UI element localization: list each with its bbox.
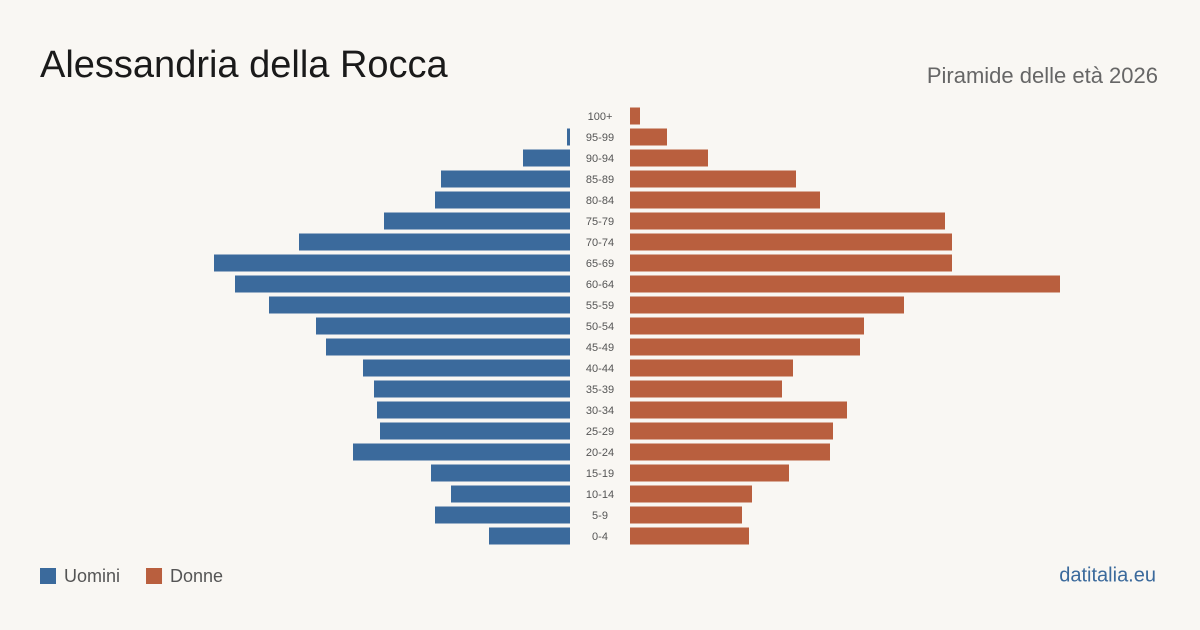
bar xyxy=(630,359,793,377)
age-label: 55-59 xyxy=(586,300,614,312)
legend-label: Donne xyxy=(170,566,223,586)
age-label: 5-9 xyxy=(592,510,608,522)
bar xyxy=(630,254,952,272)
bar xyxy=(214,254,570,272)
bar xyxy=(630,212,945,230)
bar xyxy=(630,401,847,419)
bar xyxy=(523,149,570,167)
bar xyxy=(353,443,570,461)
age-label: 95-99 xyxy=(586,132,614,144)
age-label: 0-4 xyxy=(592,531,608,543)
age-label: 100+ xyxy=(588,111,613,123)
bar xyxy=(630,464,789,482)
bar xyxy=(630,527,749,545)
bar xyxy=(316,317,570,335)
age-label: 70-74 xyxy=(586,237,614,249)
bar xyxy=(299,233,570,251)
bar xyxy=(630,170,796,188)
bar xyxy=(630,317,864,335)
bar xyxy=(567,128,570,146)
bar xyxy=(384,212,570,230)
age-label: 80-84 xyxy=(586,195,614,207)
age-label: 20-24 xyxy=(586,447,614,459)
age-label: 50-54 xyxy=(586,321,614,333)
bar xyxy=(630,191,820,209)
bar xyxy=(630,380,782,398)
bar xyxy=(235,275,570,293)
bar xyxy=(326,338,570,356)
legend-swatch xyxy=(146,568,163,584)
age-label: 75-79 xyxy=(586,216,614,228)
legend: Uomini Donne xyxy=(40,566,223,586)
bar xyxy=(363,359,570,377)
age-label: 10-14 xyxy=(586,489,614,501)
chart-title: Alessandria della Rocca xyxy=(40,44,449,86)
bar xyxy=(630,149,708,167)
source: datitalia.eu xyxy=(1059,564,1156,586)
bar xyxy=(269,296,570,314)
bar xyxy=(431,464,570,482)
age-label: 85-89 xyxy=(586,174,614,186)
bar xyxy=(630,128,667,146)
chart-subtitle: Piramide delle età 2026 xyxy=(927,63,1158,88)
legend-label: Uomini xyxy=(64,566,120,586)
bar xyxy=(435,506,570,524)
age-label: 30-34 xyxy=(586,405,614,417)
bar xyxy=(435,191,570,209)
bar xyxy=(374,380,570,398)
bar xyxy=(441,170,570,188)
age-label: 90-94 xyxy=(586,153,614,165)
bar xyxy=(630,485,752,503)
legend-swatch xyxy=(40,568,56,584)
bar xyxy=(630,443,830,461)
bar xyxy=(630,296,904,314)
bar xyxy=(630,506,742,524)
age-label: 40-44 xyxy=(586,363,614,375)
bar xyxy=(380,422,570,440)
age-label: 15-19 xyxy=(586,468,614,480)
age-label: 25-29 xyxy=(586,426,614,438)
age-label: 35-39 xyxy=(586,384,614,396)
age-label: 45-49 xyxy=(586,342,614,354)
bar xyxy=(630,422,833,440)
bar xyxy=(630,275,1060,293)
age-label: 65-69 xyxy=(586,258,614,270)
bar xyxy=(630,338,860,356)
age-label: 60-64 xyxy=(586,279,614,291)
bar xyxy=(630,107,640,125)
bar xyxy=(377,401,570,419)
bar xyxy=(451,485,570,503)
bar xyxy=(630,233,952,251)
bar xyxy=(489,527,570,545)
